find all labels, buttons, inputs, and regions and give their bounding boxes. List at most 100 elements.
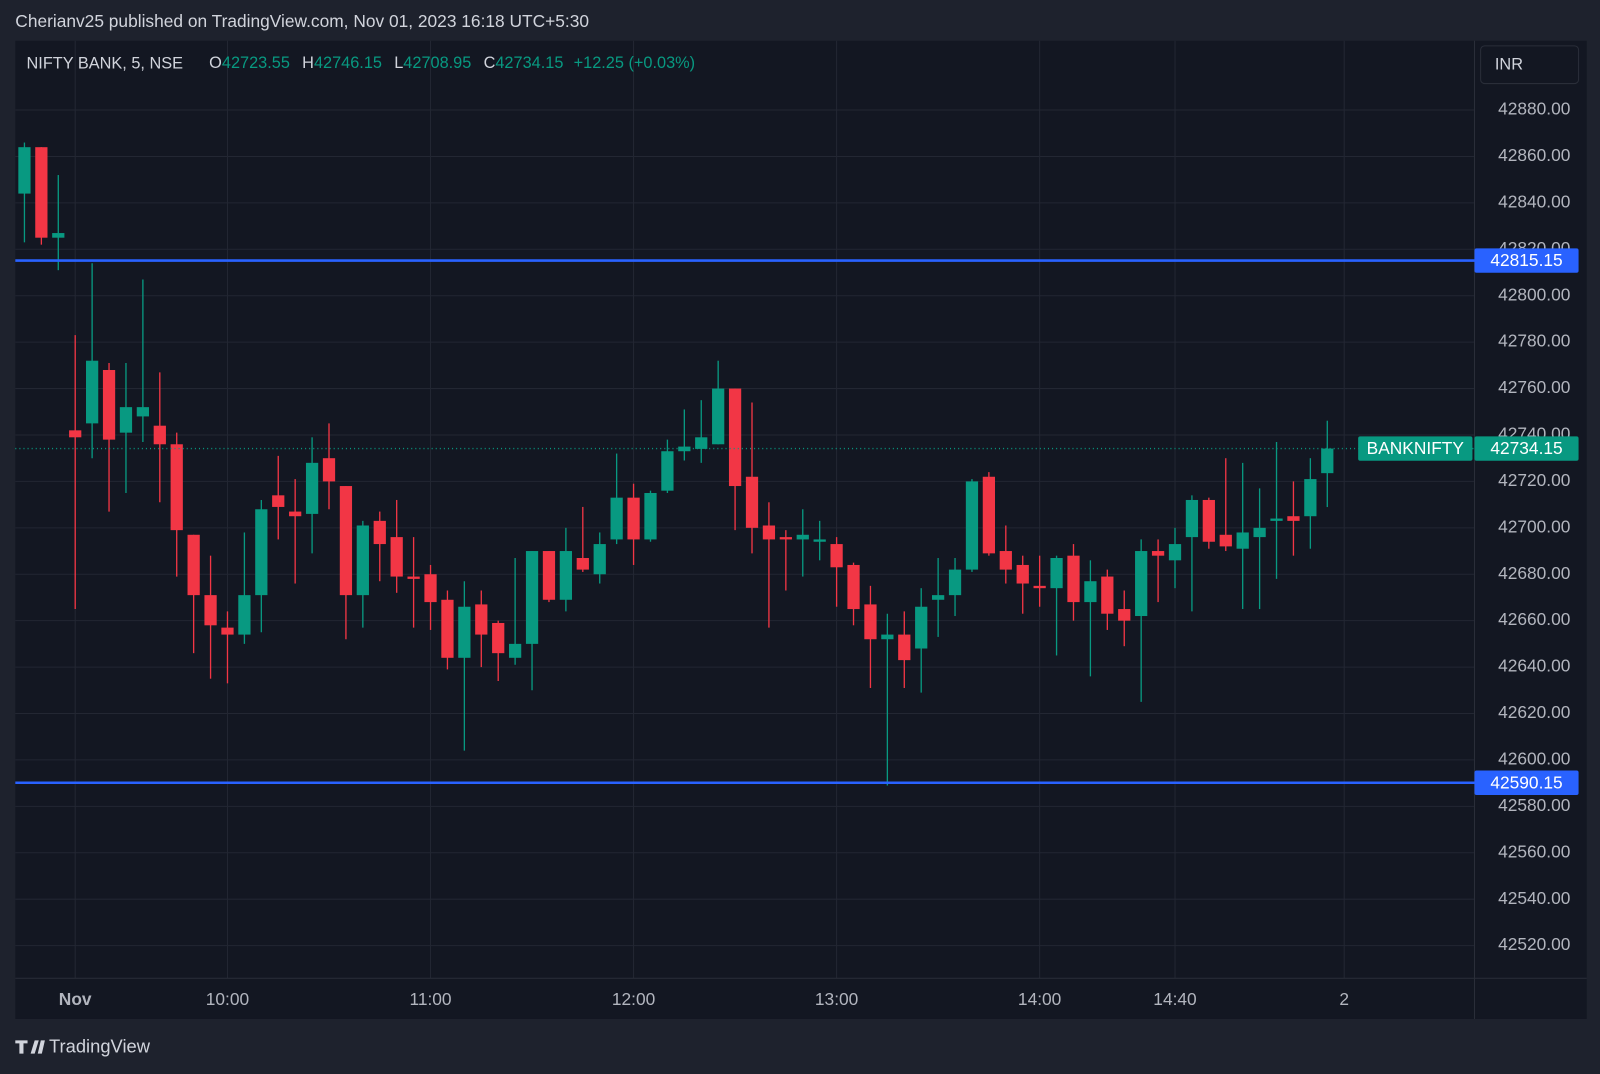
candle-body — [373, 520, 386, 545]
candle-body — [847, 564, 860, 610]
footer-logo: TradingView — [15, 1035, 151, 1056]
candle-body — [289, 511, 302, 517]
candle-body — [1101, 576, 1114, 614]
candle-body — [898, 634, 911, 661]
candle-body — [610, 497, 623, 540]
candle-body — [830, 544, 843, 568]
ohlc-value: 42746.15 — [314, 55, 382, 73]
candle-body — [678, 446, 691, 452]
ohlc-value: 42723.55 — [222, 55, 290, 73]
candle-body — [339, 486, 353, 596]
candle-body — [119, 407, 133, 433]
candle-body — [999, 551, 1012, 570]
candle-body — [18, 147, 31, 194]
candle-body — [712, 388, 725, 445]
price-tag — [1474, 248, 1579, 273]
candle-body — [1253, 527, 1266, 538]
y-tick-label: 42760.00 — [1498, 377, 1570, 397]
candle-body — [492, 622, 505, 654]
y-tick-label: 42640.00 — [1498, 656, 1570, 676]
ohlc-label: C — [484, 55, 496, 73]
symbol-tag-label: BANKNIFTY — [1367, 438, 1465, 458]
x-tick-label: 2 — [1339, 989, 1349, 1009]
candle-body — [322, 458, 336, 482]
ohlc-line: O42723.55 H42746.15 L42708.95 C42734.15 +12.… — [209, 55, 695, 73]
chart-pane — [15, 40, 1587, 1019]
candle-body — [1304, 479, 1317, 517]
candle-body — [35, 147, 48, 238]
candle-body — [525, 551, 539, 644]
candle-body — [1050, 557, 1063, 589]
candle-body — [948, 569, 962, 596]
footer-brand: TradingView — [49, 1035, 151, 1056]
candle-body — [1033, 585, 1046, 589]
x-tick-label: 14:00 — [1018, 989, 1061, 1009]
candle-body — [458, 606, 471, 658]
candle-body — [576, 557, 589, 570]
candle-body — [932, 595, 945, 600]
candle-body — [255, 509, 268, 596]
ohlc-label: O — [209, 55, 222, 73]
candle-body — [627, 497, 640, 540]
candle-body — [1067, 555, 1080, 603]
candle-body — [86, 360, 99, 424]
candle-body — [779, 537, 792, 540]
candle-body — [542, 551, 556, 600]
y-tick-label: 42600.00 — [1498, 749, 1570, 769]
candle-body — [728, 388, 742, 487]
symbol-tag — [1358, 436, 1473, 461]
candle-body — [475, 604, 488, 635]
candle-body — [965, 481, 979, 570]
symbol: NIFTY BANK, 5, NSE — [27, 55, 184, 73]
candle-body — [170, 444, 183, 531]
candle-body — [593, 544, 606, 575]
x-tick-label: 13:00 — [815, 989, 858, 1009]
candle-body — [153, 425, 166, 445]
candle-body — [796, 534, 809, 540]
candle-body — [1219, 534, 1232, 547]
candle-body — [559, 551, 573, 600]
candle-body — [762, 525, 776, 540]
candle-body — [745, 476, 759, 528]
candle-body — [221, 627, 234, 635]
ohlc-value: 42734.15 — [495, 55, 563, 73]
candle-body — [69, 430, 82, 438]
ohlc-label: L — [394, 55, 403, 73]
y-tick-label: 42840.00 — [1498, 191, 1570, 211]
candle-body — [1236, 532, 1249, 549]
price-tag — [1474, 436, 1579, 461]
y-tick-label: 42800.00 — [1498, 284, 1570, 304]
plot: 42520.00 42540.00 42560.00 42580.00 42600.00… — [15, 40, 1587, 1019]
candle-body — [187, 534, 200, 596]
candle-body — [881, 634, 894, 640]
y-tick-label: 42880.00 — [1498, 99, 1570, 119]
candle-body — [1202, 499, 1215, 542]
price-tag — [1474, 770, 1579, 796]
price-tag-label: 42590.15 — [1490, 772, 1562, 792]
currency[interactable]: INR — [1495, 56, 1523, 74]
candle-body — [644, 493, 657, 540]
candle-body — [272, 495, 285, 507]
candle-body — [1084, 581, 1097, 603]
candle-body — [407, 576, 420, 579]
candle-body — [982, 476, 996, 554]
candle-body — [661, 451, 674, 491]
candle-body — [864, 604, 877, 640]
y-tick-label: 42700.00 — [1498, 516, 1570, 536]
candle-body — [390, 537, 403, 577]
candle-body — [1270, 518, 1283, 521]
candle-body — [1185, 499, 1199, 538]
x-tick-label: 14:40 — [1153, 989, 1196, 1009]
x-tick-label: 10:00 — [206, 989, 249, 1009]
candle-body — [305, 462, 319, 514]
currency-button[interactable] — [1480, 45, 1580, 85]
candle-body — [136, 407, 150, 417]
candle-body — [1287, 516, 1300, 521]
candle-body — [1118, 609, 1131, 621]
candle-body — [441, 599, 454, 658]
candle-body — [1135, 551, 1148, 617]
candle-body — [102, 369, 116, 440]
y-tick-label: 42720.00 — [1498, 470, 1570, 490]
